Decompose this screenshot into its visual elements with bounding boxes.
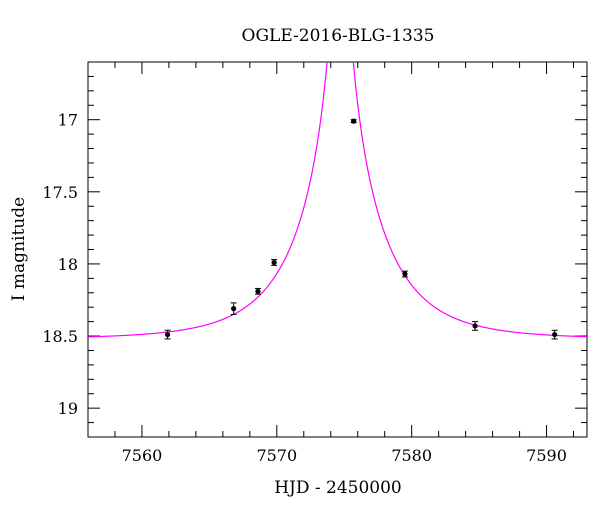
x-tick-label: 7570	[256, 446, 297, 465]
y-tick-label: 18	[58, 255, 78, 274]
plot-area: 7560 7570 7580 7590 17 17.5 18 18.5 19	[42, 61, 588, 465]
data-point	[254, 287, 261, 295]
x-tick-label: 7590	[526, 446, 567, 465]
data-points-layer	[164, 118, 558, 340]
y-axis-label: I magnitude	[9, 197, 29, 301]
point-marker	[402, 271, 408, 277]
data-point	[271, 259, 278, 266]
point-marker	[351, 118, 357, 124]
data-point	[472, 321, 479, 331]
model-curve	[88, 62, 587, 338]
axis-ticks	[87, 61, 587, 438]
x-tick-label: 7560	[122, 446, 163, 465]
data-point	[551, 329, 558, 340]
axis-tick-labels: 7560 7570 7580 7590 17 17.5 18 18.5 19	[42, 111, 567, 465]
x-axis-label: HJD - 2450000	[274, 478, 402, 498]
data-point	[230, 302, 237, 315]
point-marker	[255, 288, 261, 294]
point-marker	[472, 323, 478, 329]
plot-frame	[87, 61, 588, 438]
y-tick-label: 17.5	[42, 183, 78, 202]
chart-title: OGLE-2016-BLG-1335	[242, 26, 435, 46]
point-marker	[231, 306, 237, 312]
y-tick-label: 18.5	[42, 327, 78, 346]
data-point	[164, 329, 171, 340]
point-marker	[164, 331, 171, 338]
data-point	[401, 270, 408, 278]
y-tick-label: 17	[58, 111, 78, 130]
point-marker	[271, 259, 277, 266]
model-curve-layer	[88, 62, 587, 338]
point-marker	[552, 331, 558, 338]
data-point	[350, 118, 357, 124]
x-tick-label: 7580	[391, 446, 432, 465]
y-tick-label: 19	[58, 399, 78, 418]
